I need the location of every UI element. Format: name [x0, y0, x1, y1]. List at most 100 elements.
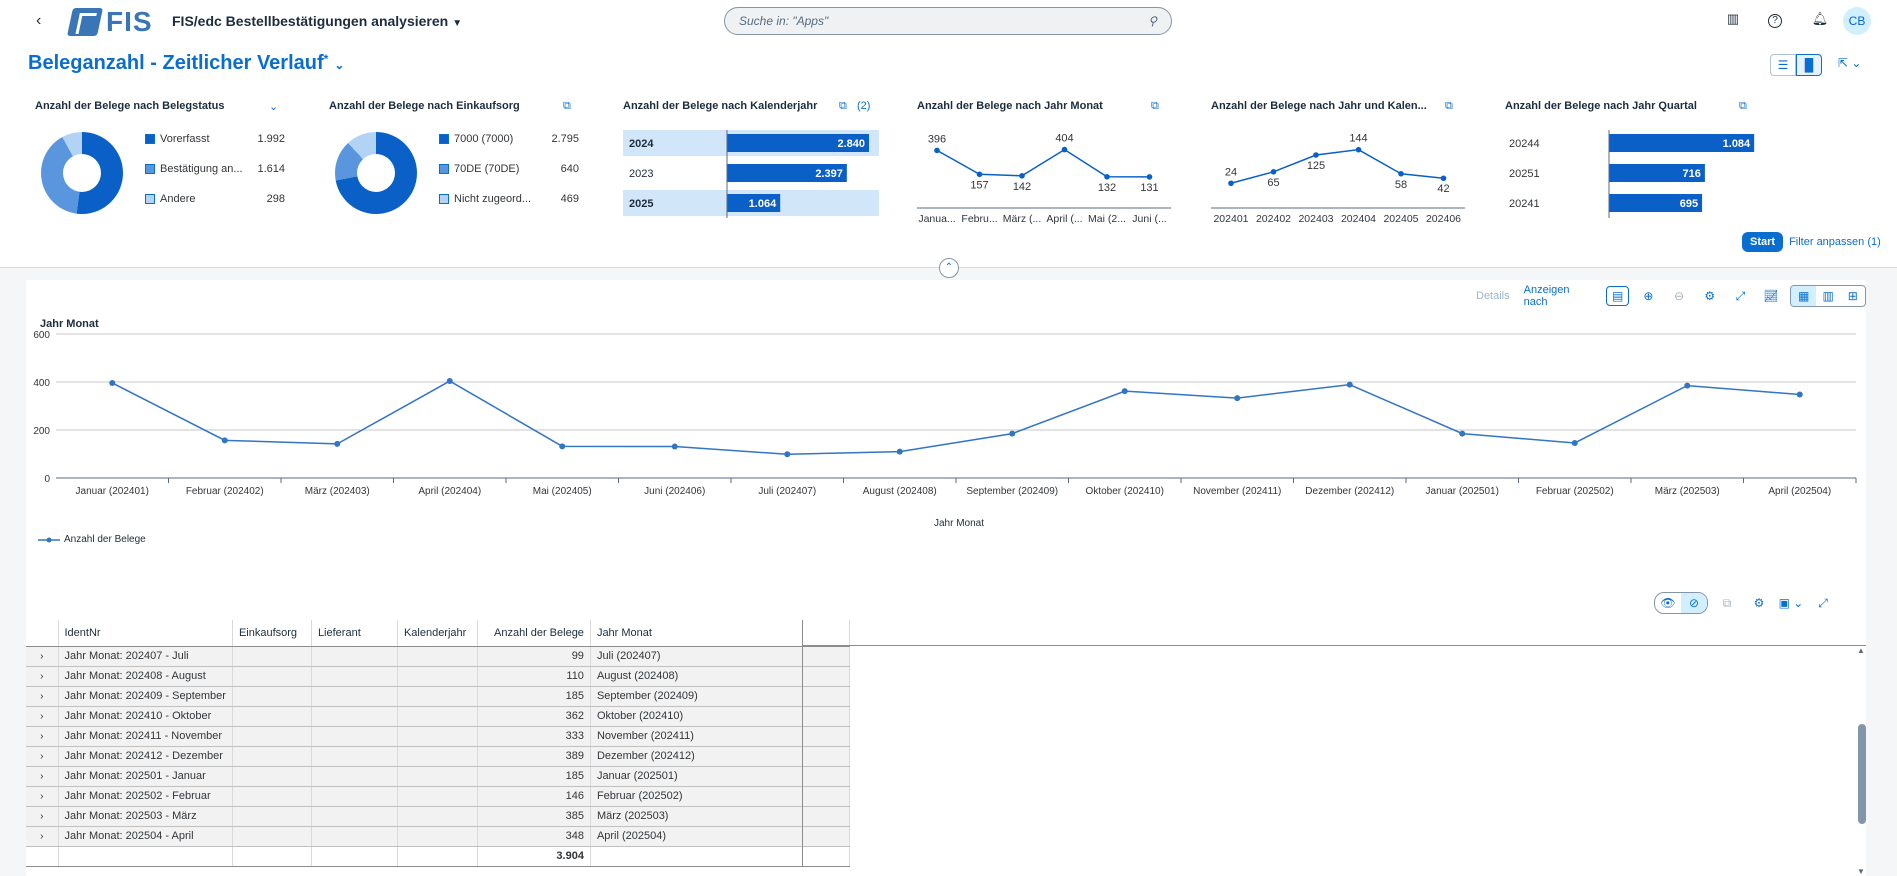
- show-icon[interactable]: 👁︎: [1660, 596, 1676, 610]
- data-point: [221, 437, 228, 444]
- bell-icon[interactable]: 🔔︎: [1811, 11, 1829, 26]
- expand-icon[interactable]: ›: [26, 726, 59, 747]
- donut-chart[interactable]: [335, 132, 417, 214]
- table-row[interactable]: › Jahr Monat: 202408 - August 110 August (2…: [26, 666, 850, 687]
- hide-icon[interactable]: ⊘: [1681, 593, 1707, 613]
- bar-chart[interactable]: 2024 2.840 2023 2.397 2025 1.064: [623, 122, 883, 222]
- cell-count: 110: [477, 666, 591, 687]
- avatar[interactable]: CB: [1843, 7, 1871, 35]
- book-icon[interactable]: ▥: [1726, 11, 1740, 26]
- app-title-menu[interactable]: FIS/edc Bestellbestätigungen analysieren…: [172, 13, 462, 29]
- column-header-einkaufsorg[interactable]: Einkaufsorg: [232, 620, 312, 647]
- help-icon[interactable]: ?: [1768, 14, 1782, 28]
- selection-count[interactable]: (2): [857, 100, 871, 112]
- legend-toggle-icon[interactable]: ▤: [1606, 286, 1630, 306]
- chart-type-icon[interactable]: 📈︎: [1763, 289, 1779, 303]
- fullscreen-icon[interactable]: ⤢: [1735, 288, 1746, 303]
- open-value-help-icon[interactable]: ⧉: [1445, 100, 1453, 112]
- column-header-lieferant[interactable]: Lieferant: [311, 620, 398, 647]
- open-value-help-icon[interactable]: ⧉: [1739, 100, 1747, 112]
- vertical-scrollbar[interactable]: ▲ ▼: [1856, 646, 1866, 876]
- collapse-header-icon[interactable]: ⌃: [939, 258, 959, 278]
- legend-item[interactable]: 7000 (7000) 2.795: [439, 132, 579, 146]
- table-empty-area: ▲ ▼: [802, 620, 1866, 876]
- expand-icon[interactable]: ›: [26, 806, 59, 827]
- fullscreen-icon[interactable]: ⤢: [1818, 595, 1828, 610]
- column-header-anzahl[interactable]: Anzahl der Belege: [477, 620, 591, 647]
- variant-selector[interactable]: Beleganzahl - Zeitlicher Verlauf* ⌄: [28, 52, 344, 75]
- table-row[interactable]: › Jahr Monat: 202503 - März 385 März (20250…: [26, 806, 850, 827]
- kalenderjahr-bar: [727, 164, 847, 182]
- cell-count: 348: [477, 826, 591, 847]
- expand-icon[interactable]: ›: [26, 686, 59, 707]
- table-view-icon[interactable]: ⊞: [1847, 289, 1858, 303]
- cell-kalenderjahr: [397, 646, 478, 667]
- line-chart[interactable]: 24 202401 65 202402 125 202403 144 202404 58 2024…: [1211, 122, 1471, 232]
- scroll-thumb[interactable]: [1858, 724, 1866, 824]
- table-row[interactable]: › Jahr Monat: 202411 - November 333 Novembe…: [26, 726, 850, 747]
- open-value-help-icon[interactable]: ⧉: [563, 100, 571, 112]
- start-button[interactable]: Start: [1742, 232, 1784, 252]
- open-value-help-icon[interactable]: ⧉: [1151, 100, 1159, 112]
- compact-filter-icon[interactable]: ☰: [1770, 54, 1796, 76]
- legend-item[interactable]: Andere 298: [145, 192, 285, 206]
- export-icon[interactable]: ▣ ⌄: [1778, 596, 1804, 610]
- legend-item[interactable]: Bestätigung an... 1.614: [145, 162, 285, 176]
- data-point: [1796, 391, 1803, 398]
- legend-item[interactable]: 70DE (70DE) 640: [439, 162, 579, 176]
- table-row[interactable]: › Jahr Monat: 202504 - April 348 April (202…: [26, 826, 850, 847]
- table-row[interactable]: › Jahr Monat: 202407 - Juli 99 Juli (202407…: [26, 646, 850, 667]
- chevron-down-icon[interactable]: ⌄: [334, 58, 345, 72]
- legend-item[interactable]: Nicht zugeord... 469: [439, 192, 579, 206]
- details-button[interactable]: Details: [1476, 290, 1510, 302]
- data-label: 142: [1013, 181, 1031, 193]
- table-row[interactable]: › Jahr Monat: 202412 - Dezember 389 Dezembe…: [26, 746, 850, 767]
- expand-icon[interactable]: ›: [26, 706, 59, 727]
- expand-icon[interactable]: ›: [26, 666, 59, 687]
- chart-view-icon[interactable]: ▥: [1822, 289, 1834, 303]
- back-icon[interactable]: ‹: [36, 12, 42, 29]
- expand-icon[interactable]: ›: [26, 646, 59, 667]
- donut-chart[interactable]: [41, 132, 123, 214]
- cell-lieferant: [311, 646, 398, 667]
- bar-chart[interactable]: 20244 1.084 20251 716 20241 695: [1505, 122, 1765, 222]
- settings-icon[interactable]: ⚙: [1753, 596, 1765, 610]
- chevron-down-icon[interactable]: ⌄: [269, 101, 279, 113]
- table-row[interactable]: › Jahr Monat: 202502 - Februar 146 Februar …: [26, 786, 850, 807]
- cell-ident: Jahr Monat: 202503 - März: [58, 806, 233, 827]
- line-chart[interactable]: 396 Janua... 157 Febru... 142 März (... 404 Apr…: [917, 122, 1177, 232]
- company-logo[interactable]: FIS: [67, 6, 153, 38]
- open-value-help-icon[interactable]: ⧉: [839, 100, 847, 112]
- column-header-jahrmonat[interactable]: Jahr Monat: [590, 620, 850, 647]
- search-icon[interactable]: ⚲: [1148, 14, 1157, 28]
- show-by-button[interactable]: Anzeigen nach: [1523, 284, 1570, 308]
- zoom-in-icon[interactable]: ⊕: [1643, 289, 1654, 303]
- share-icon[interactable]: ⇱ ⌄: [1838, 56, 1862, 70]
- data-label: 125: [1307, 160, 1325, 172]
- settings-icon[interactable]: ⚙: [1704, 289, 1716, 303]
- column-header-identnr[interactable]: IdentNr: [58, 620, 233, 647]
- legend-item[interactable]: Vorerfasst 1.992: [145, 132, 285, 146]
- copy-icon[interactable]: ⧉: [1722, 595, 1732, 610]
- table-row[interactable]: › Jahr Monat: 202409 - September 185 Septem…: [26, 686, 850, 707]
- zoom-out-icon[interactable]: ⊖: [1674, 289, 1685, 303]
- visual-filter-icon[interactable]: ▐▌: [1796, 54, 1822, 76]
- expand-icon[interactable]: ›: [26, 766, 59, 787]
- table-row[interactable]: › Jahr Monat: 202501 - Januar 185 Januar (2…: [26, 766, 850, 787]
- cell-einkaufsorg: [232, 666, 312, 687]
- main-line-chart[interactable]: 0 200 400 600 Januar (202401) Februar (202402…: [26, 330, 1866, 530]
- adapt-filters-button[interactable]: Filter anpassen (1): [1789, 236, 1881, 248]
- data-point: [1009, 430, 1016, 437]
- data-point: [934, 147, 940, 154]
- column-header-kalenderjahr[interactable]: Kalenderjahr: [397, 620, 478, 647]
- expand-icon[interactable]: ›: [26, 826, 59, 847]
- search-input[interactable]: Suche in: "Apps" ⚲: [724, 7, 1172, 35]
- scroll-up-icon[interactable]: ▲: [1857, 646, 1865, 655]
- expand-icon[interactable]: ›: [26, 746, 59, 767]
- table-row[interactable]: › Jahr Monat: 202410 - Oktober 362 Oktober …: [26, 706, 850, 727]
- expand-icon[interactable]: ›: [26, 786, 59, 807]
- scroll-down-icon[interactable]: ▼: [1857, 867, 1865, 876]
- cell-lieferant: [311, 806, 398, 827]
- chart-table-view-icon[interactable]: ▦: [1791, 286, 1816, 306]
- chart-legend[interactable]: Anzahl der Belege: [38, 534, 146, 545]
